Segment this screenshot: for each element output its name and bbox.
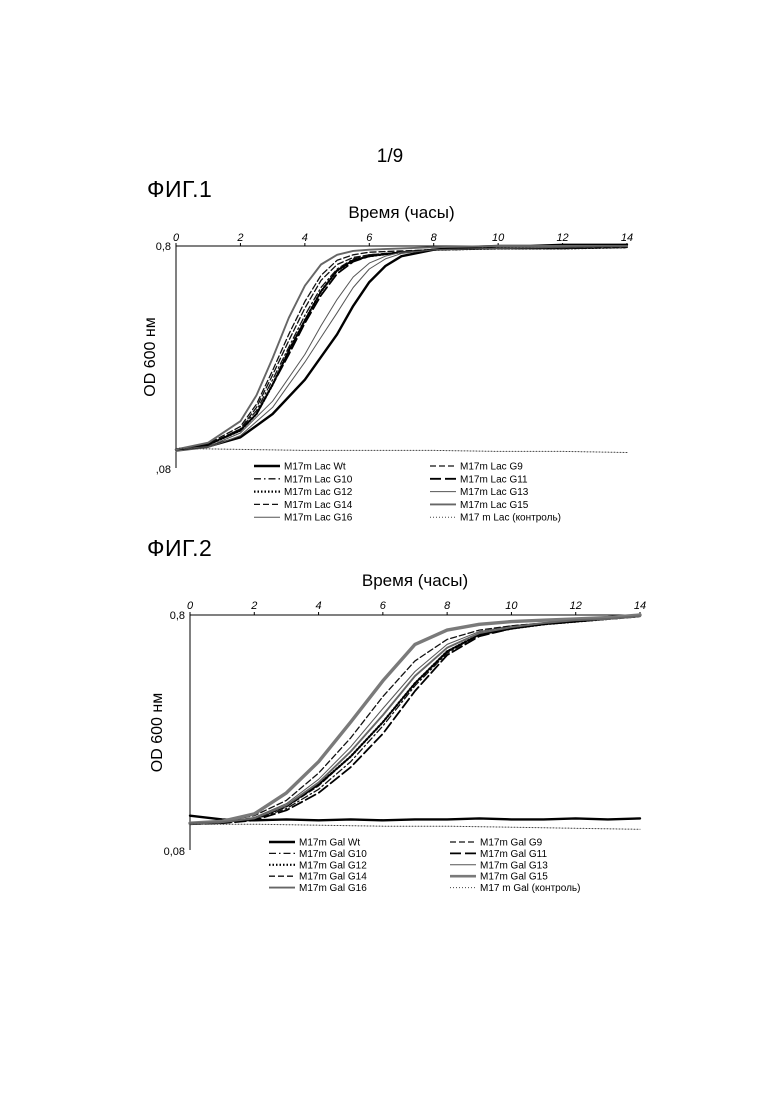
legend-entry-label: M17m Gal G13	[480, 860, 548, 871]
series-line-m17m-gal-g14	[190, 616, 640, 823]
y-tick-label: 0,8	[170, 610, 185, 622]
x-tick-label: 2	[250, 600, 257, 612]
legend-entry-label: M17m Gal G16	[299, 883, 367, 894]
x-tick-label: 12	[570, 600, 582, 612]
legend-entry-label: M17m Gal G9	[480, 838, 543, 849]
series-line-m17m-gal-g16	[190, 616, 640, 823]
series-line-m17m-gal-g9	[190, 616, 640, 824]
legend-entry-label: M17m Gal G10	[299, 849, 367, 860]
legend: M17m Gal WtM17m Gal G9M17m Gal G10M17m G…	[269, 838, 580, 895]
series-line-m17m-gal-g10	[190, 616, 640, 823]
x-tick-label: 8	[444, 600, 451, 612]
legend-entry-label: M17m Gal G12	[299, 860, 367, 871]
legend-entry-label: M17m Gal G11	[480, 849, 547, 860]
legend-entry-label: M17m Gal Wt	[299, 838, 360, 849]
legend-entry-label: M17m Gal G14	[299, 872, 367, 883]
x-axis-title: Время (часы)	[362, 571, 468, 590]
x-tick-label: 0	[187, 600, 194, 612]
y-tick-label: 0,08	[164, 846, 185, 858]
x-tick-label: 4	[316, 600, 322, 612]
x-tick-label: 10	[505, 600, 518, 612]
legend-entry-label: M17m Gal G15	[480, 872, 548, 883]
x-tick-label: 6	[380, 600, 387, 612]
series-line-m17-m-gal-контроль	[190, 824, 640, 829]
series-line-m17m-gal-g11	[190, 616, 640, 824]
x-tick-label: 14	[634, 600, 646, 612]
series-line-m17m-gal-g12	[190, 616, 640, 823]
legend-entry-label: M17 m Gal (контроль)	[480, 883, 580, 894]
series-group	[190, 615, 640, 829]
series-line-m17m-gal-g13	[190, 616, 640, 823]
series-line-m17m-gal-g15	[190, 615, 640, 823]
y-axis-title: OD 600 нм	[149, 693, 166, 772]
